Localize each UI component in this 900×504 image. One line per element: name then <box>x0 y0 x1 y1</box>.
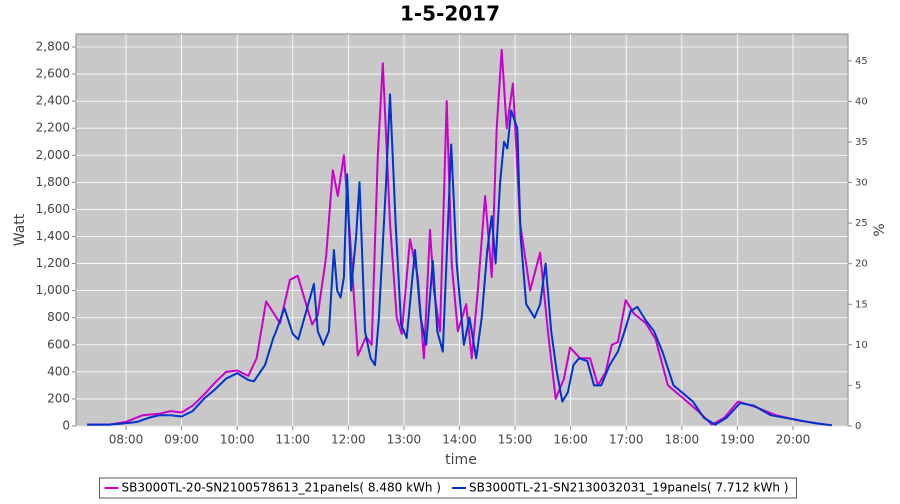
y-tick-label: 2,200 <box>36 121 70 135</box>
x-tick-label: 16:00 <box>553 433 588 447</box>
x-tick-label: 11:00 <box>275 433 310 447</box>
x-tick-label: 08:00 <box>109 433 144 447</box>
legend-box <box>99 477 797 499</box>
y2-tick-label: 25 <box>855 218 868 229</box>
x-tick-label: 10:00 <box>220 433 255 447</box>
y2-tick-label: 10 <box>855 340 868 351</box>
y2-tick-label: 35 <box>855 137 868 148</box>
y-tick-label: 2,800 <box>36 39 70 53</box>
x-tick-label: 12:00 <box>331 433 366 447</box>
x-tick-label: 19:00 <box>720 433 755 447</box>
legend-label: SB3000TL-20-SN2100578613_21panels( 8.480… <box>122 481 441 495</box>
legend-label: SB3000TL-21-SN2130032031_19panels( 7.712… <box>469 481 788 495</box>
y-tick-label: 200 <box>47 391 70 405</box>
y2-tick-label: 40 <box>855 96 868 107</box>
y-tick-label: 0 <box>62 419 70 433</box>
y-tick-label: 600 <box>47 337 70 351</box>
y-tick-label: 2,600 <box>36 67 70 81</box>
legend: SB3000TL-20-SN2100578613_21panels( 8.480… <box>99 477 797 499</box>
plot-area <box>75 33 849 427</box>
x-tick-label: 09:00 <box>164 433 199 447</box>
x-tick-label: 17:00 <box>609 433 644 447</box>
y-tick-label: 400 <box>47 364 70 378</box>
y2-tick-label: 30 <box>855 178 868 189</box>
x-axis-label: time <box>445 452 477 468</box>
y-tick-label: 1,200 <box>36 256 70 270</box>
x-tick-label: 14:00 <box>442 433 477 447</box>
x-tick-label: 20:00 <box>776 433 811 447</box>
series-line <box>87 93 833 427</box>
x-tick-label: 18:00 <box>665 433 700 447</box>
y2-axis-label: % <box>872 223 888 236</box>
y2-tick-label: 45 <box>855 56 868 67</box>
y-axis-label: Watt <box>12 213 28 246</box>
y-tick-label: 2,400 <box>36 94 70 108</box>
x-tick-label: 15:00 <box>498 433 533 447</box>
y2-tick-label: 5 <box>855 380 861 391</box>
y-tick-label: 1,400 <box>36 229 70 243</box>
series-line <box>87 48 826 426</box>
y-tick-label: 2,000 <box>36 148 70 162</box>
y-tick-label: 800 <box>47 310 70 324</box>
y-tick-label: 1,600 <box>36 202 70 216</box>
y-tick-label: 1,000 <box>36 283 70 297</box>
y-tick-label: 1,800 <box>36 175 70 189</box>
y2-tick-label: 20 <box>855 259 868 270</box>
x-tick-label: 13:00 <box>387 433 422 447</box>
y2-tick-label: 15 <box>855 299 868 310</box>
chart-title: 1-5-2017 <box>400 2 500 26</box>
y2-tick-label: 0 <box>855 421 861 432</box>
